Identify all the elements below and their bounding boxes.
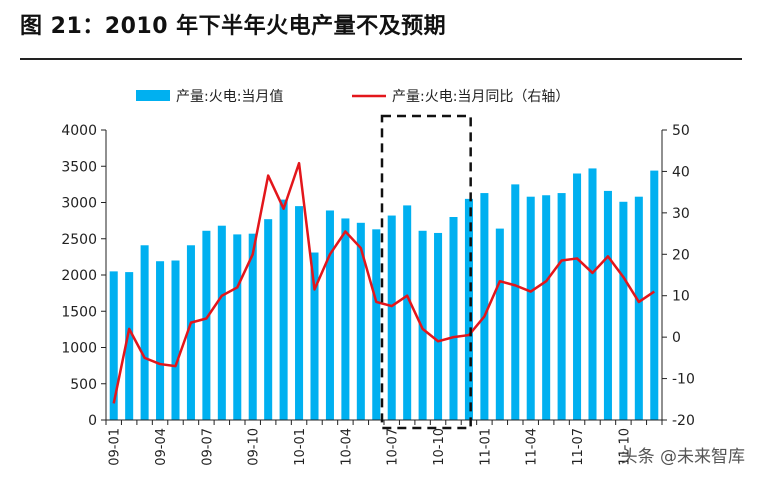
right-tick-label: 0 (672, 330, 681, 346)
bar (217, 225, 226, 420)
bar (603, 190, 612, 420)
bar (526, 196, 535, 420)
axes: 0 500 1000 1500 2000 2500 3000 3500 4000 -20 -10 0 1… (61, 123, 695, 466)
x-tick-label: 11-04 (525, 428, 540, 466)
right-tick-label: 40 (672, 164, 690, 180)
bar (542, 195, 551, 420)
bar (557, 193, 566, 420)
bar (403, 205, 412, 420)
bar (156, 261, 165, 420)
x-tick-label: 11-10 (617, 428, 632, 466)
title-divider (20, 58, 742, 60)
bar (341, 218, 350, 420)
left-tick-label: 500 (70, 377, 97, 393)
bar (109, 271, 118, 420)
bar (125, 272, 134, 420)
right-tick-label: -10 (672, 372, 695, 388)
x-tick-label: 09-01 (108, 428, 123, 466)
left-tick-label: 1500 (61, 304, 97, 320)
watermark: 头条 @未来智库 (620, 447, 745, 467)
bar (325, 210, 334, 420)
bar (650, 170, 659, 420)
bar (279, 199, 288, 420)
bar (449, 217, 458, 420)
bar (233, 234, 242, 420)
bar (418, 230, 427, 420)
left-tick-label: 0 (88, 413, 97, 429)
legend-label-bar: 产量:火电:当月值 (176, 89, 283, 105)
legend-swatch-bar (136, 90, 170, 101)
x-tick-label: 10-01 (293, 428, 308, 466)
bar (480, 193, 489, 420)
x-tick-label: 09-10 (247, 428, 262, 466)
left-tick-label: 3000 (61, 196, 97, 212)
left-tick-label: 1000 (61, 341, 97, 357)
bar (202, 230, 211, 420)
bar (186, 245, 195, 420)
right-tick-label: 50 (672, 123, 690, 139)
left-tick-label: 3500 (61, 159, 97, 175)
right-tick-label: -20 (672, 413, 695, 429)
x-tick-label: 09-04 (154, 428, 169, 466)
bar (634, 196, 643, 420)
yoy-line (112, 161, 655, 404)
x-tick-label: 09-07 (200, 428, 215, 466)
legend: 产量:火电:当月值 产量:火电:当月同比（右轴） (136, 89, 569, 105)
right-tick-label: 10 (672, 289, 690, 305)
left-tick-label: 2500 (61, 232, 97, 248)
bar (588, 168, 597, 420)
bar (264, 219, 273, 420)
bar (619, 201, 628, 420)
x-tick-label: 10-07 (386, 428, 401, 466)
left-tick-label: 4000 (61, 123, 97, 139)
left-tick-label: 2000 (61, 268, 97, 284)
bar (464, 198, 473, 420)
legend-label-line: 产量:火电:当月同比（右轴） (392, 89, 569, 105)
highlight-rect (380, 114, 472, 430)
highlight-box (380, 114, 472, 430)
x-tick-label: 10-04 (339, 428, 354, 466)
bar (356, 222, 365, 420)
x-tick-label: 11-07 (571, 428, 586, 466)
chart-title: 图 21：2010 年下半年火电产量不及预期 (20, 14, 447, 39)
bar (434, 232, 443, 420)
bar (295, 206, 304, 420)
bar-series (109, 168, 659, 420)
bar (171, 260, 180, 420)
x-tick-label: 11-01 (478, 428, 493, 466)
bar (573, 173, 582, 420)
bar (248, 233, 257, 420)
bar (372, 229, 381, 420)
bar (140, 245, 149, 420)
bar (310, 252, 319, 420)
bar (387, 215, 396, 420)
right-tick-label: 30 (672, 206, 690, 222)
bar (495, 228, 504, 420)
bar (511, 184, 520, 420)
right-tick-label: 20 (672, 247, 690, 263)
x-tick-label: 10-10 (432, 428, 447, 466)
line-series (112, 161, 655, 404)
